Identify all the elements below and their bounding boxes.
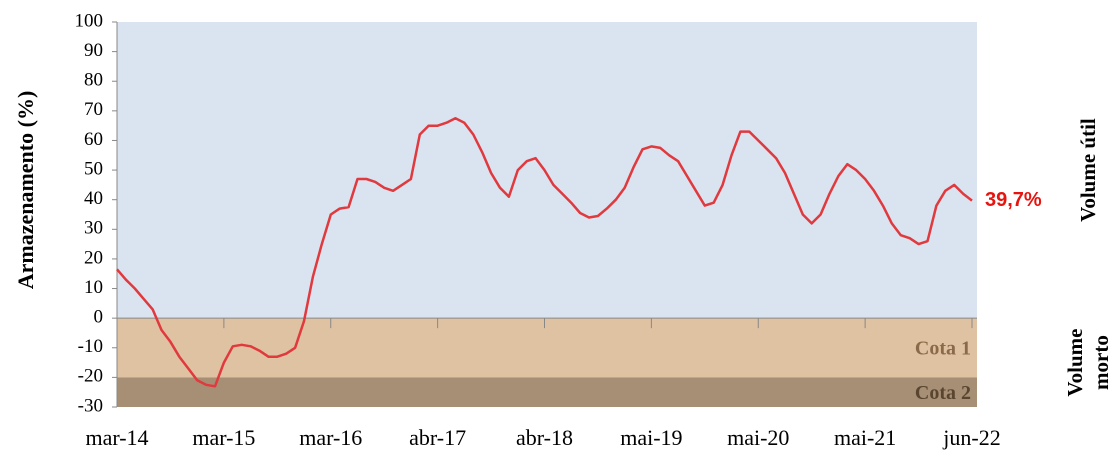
- y-tick-label: -10: [78, 336, 103, 357]
- y-tick-label: 50: [84, 158, 103, 179]
- x-tick-label: abr-18: [516, 425, 573, 450]
- y-tick-label: 100: [75, 10, 104, 31]
- x-tick-label: mai-20: [727, 425, 789, 450]
- data-line: [116, 117, 973, 388]
- zone: [117, 22, 977, 319]
- y-tick-label: -20: [78, 366, 103, 387]
- y-tick-label: 80: [84, 70, 103, 91]
- x-tick-label: mai-21: [834, 425, 896, 450]
- y-tick-label: 20: [84, 247, 103, 268]
- y-axis-title: Armazenamento (%): [13, 91, 38, 290]
- x-tick-label: abr-17: [409, 425, 466, 450]
- y-tick-label: 30: [84, 218, 103, 239]
- y-tick-label: -30: [78, 395, 103, 416]
- x-tick-label: mar-14: [85, 425, 148, 450]
- y-tick-label: 90: [84, 40, 103, 61]
- y-tick-label: 60: [84, 129, 103, 150]
- zone-label: Cota 2: [915, 382, 971, 404]
- zone-side-label: Volume útil: [1076, 118, 1100, 222]
- x-tick-label: jun-22: [942, 425, 1000, 450]
- zone: [117, 318, 977, 378]
- value-label: 39,7%: [985, 189, 1042, 211]
- y-tick-label: 10: [84, 277, 103, 298]
- y-tick-label: 70: [84, 99, 103, 120]
- x-tick-label: mar-16: [299, 425, 362, 450]
- x-tick-label: mai-19: [620, 425, 682, 450]
- y-tick-label: 40: [84, 188, 103, 209]
- zone-side-label: Volume: [1063, 329, 1087, 397]
- x-tick-label: mar-15: [192, 425, 255, 450]
- y-tick-label: 0: [94, 307, 104, 328]
- zone-label: Cota 1: [915, 337, 971, 359]
- zone-side-label: morto: [1089, 335, 1111, 390]
- zone: [117, 377, 977, 407]
